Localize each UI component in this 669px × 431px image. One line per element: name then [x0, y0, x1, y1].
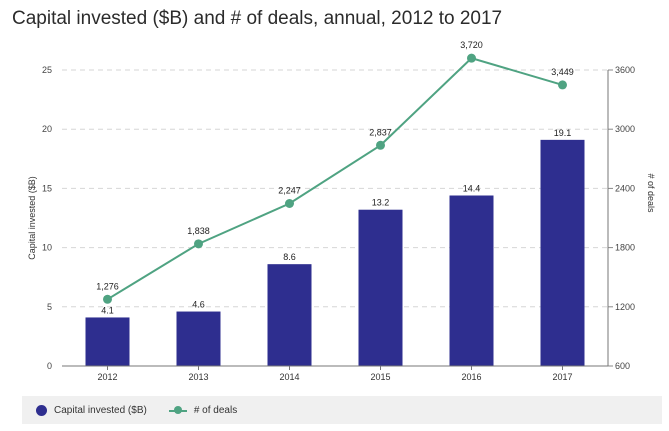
bar	[449, 195, 494, 366]
deals-point	[103, 294, 112, 304]
deals-value-label: 3,449	[551, 67, 574, 77]
x-tick-label: 2013	[188, 372, 208, 382]
deals-value-label: 3,720	[460, 40, 483, 50]
deals-value-label: 2,837	[369, 127, 392, 137]
y2-tick-label: 1800	[615, 243, 635, 253]
deals-point	[467, 53, 476, 63]
y-axis-title: Capital invested ($B)	[27, 176, 37, 260]
y2-tick-label: 3000	[615, 124, 635, 134]
bar-value-label: 8.6	[283, 252, 296, 262]
deals-point	[376, 140, 385, 150]
y-tick-label: 15	[42, 183, 52, 193]
bar	[358, 209, 403, 366]
legend: Capital invested ($B) # of deals	[22, 396, 662, 424]
bar-value-label: 4.1	[101, 305, 114, 315]
legend-item-line[interactable]: # of deals	[168, 404, 238, 416]
bar-value-label: 19.1	[554, 128, 572, 138]
bar-value-label: 13.2	[372, 198, 390, 208]
y-tick-label: 10	[42, 243, 52, 253]
chart-title: Capital invested ($B) and # of deals, an…	[12, 8, 503, 29]
legend-label-deals: # of deals	[193, 404, 238, 416]
legend-label-capital: Capital invested ($B)	[54, 404, 147, 416]
deals-point	[558, 80, 567, 90]
legend-bar-marker	[36, 404, 47, 416]
deals-value-label: 1,838	[187, 226, 210, 236]
y-tick-label: 20	[42, 124, 52, 134]
deals-point	[194, 239, 203, 249]
x-tick-label: 2017	[552, 372, 572, 382]
y2-tick-label: 1200	[615, 302, 635, 312]
y-tick-label: 25	[42, 65, 52, 75]
deals-value-label: 1,276	[96, 281, 119, 291]
bar	[85, 317, 130, 366]
bar-value-label: 4.6	[192, 300, 205, 310]
x-tick-label: 2016	[461, 372, 481, 382]
bar	[176, 311, 221, 366]
x-tick-label: 2014	[279, 372, 299, 382]
deals-value-label: 2,247	[278, 185, 301, 195]
y2-tick-label: 600	[615, 361, 630, 371]
bar	[267, 264, 312, 366]
y2-tick-label: 2400	[615, 183, 635, 193]
y2-axis-title: # of deals	[646, 173, 656, 213]
y-tick-label: 0	[47, 361, 52, 371]
bar-value-label: 14.4	[463, 184, 481, 194]
x-tick-label: 2012	[97, 372, 117, 382]
x-tick-label: 2015	[370, 372, 390, 382]
y2-tick-label: 3600	[615, 65, 635, 75]
legend-item-bar[interactable]: Capital invested ($B)	[36, 404, 147, 416]
deals-point	[285, 198, 294, 208]
deals-line	[106, 57, 563, 301]
y-tick-label: 5	[47, 302, 52, 312]
legend-line-marker	[168, 405, 187, 416]
bar	[540, 139, 585, 366]
